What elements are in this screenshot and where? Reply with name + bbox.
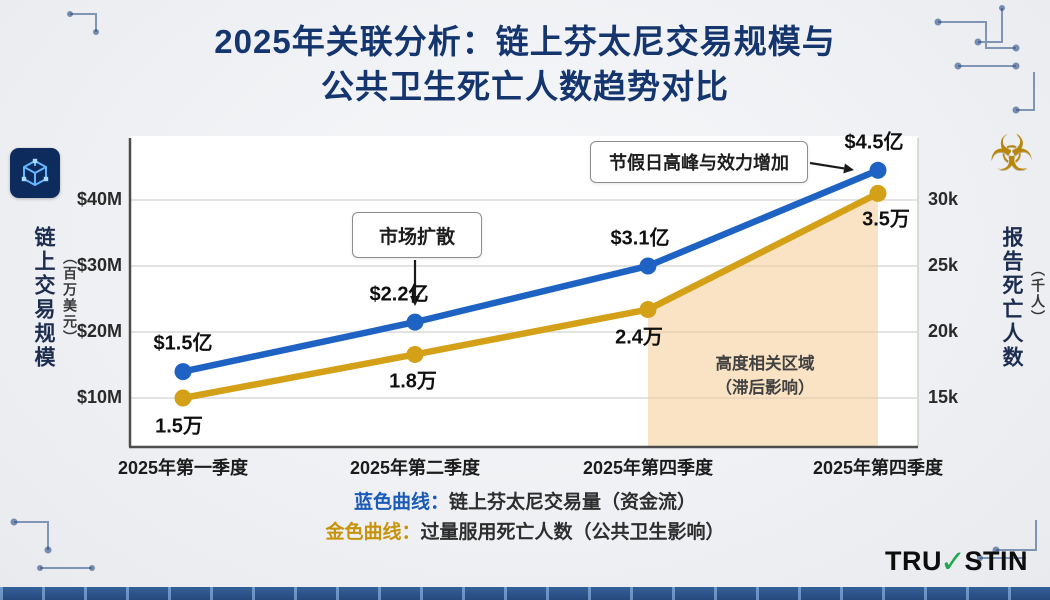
gold-point-label: 1.8万 [389, 370, 437, 393]
logo-text-left: TRU [885, 546, 942, 576]
logo-check-icon: ✓ [940, 544, 967, 579]
right-axis-tick: 20k [928, 321, 959, 341]
blue-point-label: $2.2亿 [369, 283, 429, 306]
legend-gold-text: 过量服用死亡人数（公共卫生影响） [420, 522, 725, 543]
right-axis-tick: 25k [928, 255, 959, 275]
left-axis-tick: $10M [76, 387, 122, 407]
page-title-line2: 公共卫生死亡人数趋势对比 [321, 67, 729, 105]
x-axis-tick: 2025年第四季度 [582, 458, 714, 478]
right-axis-tick: 15k [928, 387, 959, 407]
logo-text-right: STIN [964, 546, 1028, 576]
trustin-logo: TRU✓STIN [885, 544, 1028, 580]
left-axis-tick: $30M [76, 255, 122, 275]
legend-blue-key: 蓝色曲线： [353, 492, 449, 513]
left-axis-tick: $40M [76, 189, 122, 209]
x-axis-tick: 2025年第一季度 [117, 458, 249, 478]
blockchain-icon [10, 148, 60, 198]
gold-point-label: 3.5万 [862, 208, 910, 231]
x-axis-tick: 2025年第四季度 [812, 458, 944, 478]
bottom-circuit-strip [0, 587, 1050, 600]
left-axis-subtitle: （百万美元） [62, 250, 78, 346]
annotation-holiday-peak: 节假日高峰与效力增加 [590, 141, 808, 183]
right-axis-title: 报告死亡人数 [1000, 226, 1023, 370]
blue-point-label: $4.5亿 [844, 131, 904, 154]
legend-gold-row: 金色曲线：过量服用死亡人数（公共卫生影响） [0, 523, 1050, 542]
annotation-market-expansion: 市场扩散 [352, 212, 482, 258]
blockchain-cube-glyph [21, 158, 49, 186]
gold-point-label: 2.4万 [615, 326, 663, 349]
gold-point-label: 1.5万 [155, 415, 203, 438]
legend: 蓝色曲线：链上芬太尼交易量（资金流） 金色曲线：过量服用死亡人数（公共卫生影响） [0, 482, 1050, 542]
x-axis-tick: 2025年第二季度 [349, 458, 481, 478]
right-axis-subtitle: （千人） [1030, 262, 1046, 326]
right-axis-tick: 30k [928, 189, 959, 209]
page-title-line1: 2025年关联分析：链上芬太尼交易规模与 [214, 23, 836, 60]
region-label-line1: 高度相关区域 [715, 355, 815, 373]
region-label-line2: （滞后影响） [715, 379, 815, 397]
left-axis-title: 链上交易规模 [32, 226, 55, 370]
legend-blue-row: 蓝色曲线：链上芬太尼交易量（资金流） [0, 493, 1050, 512]
biohazard-icon: ☣ [989, 125, 1034, 181]
page-title: 2025年关联分析：链上芬太尼交易规模与 公共卫生死亡人数趋势对比 [0, 20, 1050, 109]
legend-gold-key: 金色曲线： [325, 522, 421, 543]
legend-blue-text: 链上芬太尼交易量（资金流） [449, 492, 697, 513]
left-axis-tick: $20M [76, 321, 122, 341]
blue-point-label: $1.5亿 [153, 332, 213, 355]
blue-point-label: $3.1亿 [610, 227, 670, 250]
